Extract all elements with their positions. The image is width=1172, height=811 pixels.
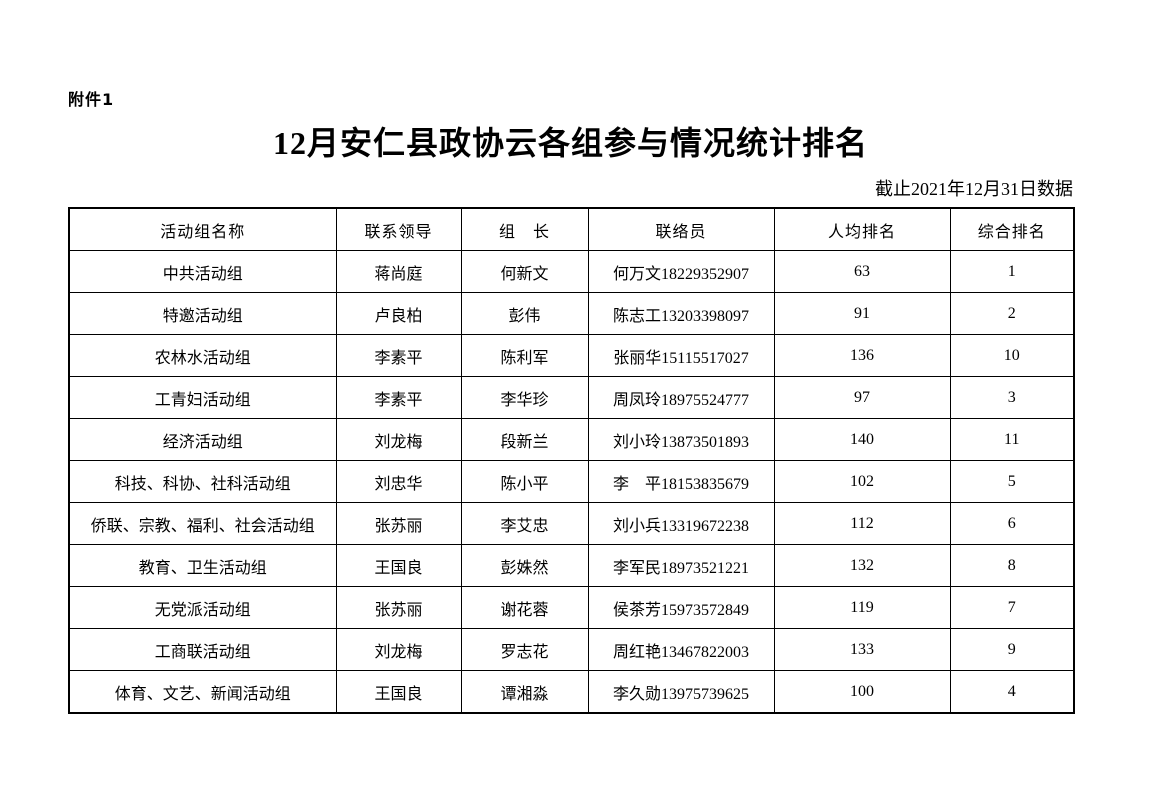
data-cutoff-note: 截止2021年12月31日数据	[875, 179, 1073, 199]
header-liaison: 联络员	[587, 207, 775, 251]
cell-overall-rank: 4	[949, 670, 1075, 714]
table-row: 教育、卫生活动组 王国良 彭姝然 李军民18973521221 132 8	[68, 544, 1075, 587]
cell-contact-leader: 李素平	[335, 376, 462, 419]
cell-group-name: 教育、卫生活动组	[68, 544, 337, 587]
header-overall-rank: 综合排名	[949, 207, 1075, 251]
cell-group-leader: 谢花蓉	[460, 586, 589, 629]
cell-per-capita-rank: 119	[773, 586, 951, 629]
header-per-capita-rank: 人均排名	[773, 207, 951, 251]
cell-per-capita-rank: 100	[773, 670, 951, 714]
page-title: 12月安仁县政协云各组参与情况统计排名	[272, 125, 868, 161]
table-row: 工商联活动组 刘龙梅 罗志花 周红艳13467822003 133 9	[68, 628, 1075, 671]
cell-contact-leader: 卢良柏	[335, 292, 462, 335]
cell-group-leader: 彭伟	[460, 292, 589, 335]
cell-group-leader: 何新文	[460, 250, 589, 293]
cell-per-capita-rank: 140	[773, 418, 951, 461]
cell-group-name: 侨联、宗教、福利、社会活动组	[68, 502, 337, 545]
cell-per-capita-rank: 91	[773, 292, 951, 335]
cell-liaison: 陈志工13203398097	[587, 292, 775, 335]
cell-group-leader: 李华珍	[460, 376, 589, 419]
cell-group-leader: 罗志花	[460, 628, 589, 671]
cell-per-capita-rank: 112	[773, 502, 951, 545]
cell-overall-rank: 8	[949, 544, 1075, 587]
cell-group-name: 科技、科协、社科活动组	[68, 460, 337, 503]
cell-liaison: 刘小玲13873501893	[587, 418, 775, 461]
cell-liaison: 李 平18153835679	[587, 460, 775, 503]
table-row: 工青妇活动组 李素平 李华珍 周凤玲18975524777 97 3	[68, 376, 1075, 419]
table-row: 经济活动组 刘龙梅 段新兰 刘小玲13873501893 140 11	[68, 418, 1075, 461]
cell-per-capita-rank: 97	[773, 376, 951, 419]
header-group-leader: 组 长	[460, 207, 589, 251]
table-row: 中共活动组 蒋尚庭 何新文 何万文18229352907 63 1	[68, 250, 1075, 293]
cell-per-capita-rank: 102	[773, 460, 951, 503]
cell-group-name: 中共活动组	[68, 250, 337, 293]
attachment-label: 附件1	[68, 90, 115, 109]
table-row: 无党派活动组 张苏丽 谢花蓉 侯茶芳15973572849 119 7	[68, 586, 1075, 629]
cell-contact-leader: 张苏丽	[335, 502, 462, 545]
cell-group-name: 无党派活动组	[68, 586, 337, 629]
cell-contact-leader: 刘龙梅	[335, 628, 462, 671]
cell-contact-leader: 李素平	[335, 334, 462, 377]
cell-overall-rank: 7	[949, 586, 1075, 629]
table-row: 科技、科协、社科活动组 刘忠华 陈小平李 平18153835679 102 5	[68, 460, 1075, 503]
cell-overall-rank: 6	[949, 502, 1075, 545]
cell-group-leader: 谭湘淼	[460, 670, 589, 714]
cell-group-name: 工商联活动组	[68, 628, 337, 671]
cell-group-leader: 段新兰	[460, 418, 589, 461]
cell-contact-leader: 张苏丽	[335, 586, 462, 629]
table-row: 侨联、宗教、福利、社会活动组 张苏丽 李艾忠 刘小兵13319672238 112 6	[68, 502, 1075, 545]
cell-per-capita-rank: 132	[773, 544, 951, 587]
cell-contact-leader: 蒋尚庭	[335, 250, 462, 293]
cell-overall-rank: 3	[949, 376, 1075, 419]
cell-per-capita-rank: 63	[773, 250, 951, 293]
cell-contact-leader: 刘忠华	[335, 460, 462, 503]
cell-contact-leader: 王国良	[335, 670, 462, 714]
table-row: 体育、文艺、新闻活动组 王国良 谭湘淼 李久勋13975739625 100 4	[68, 670, 1075, 714]
cell-group-name: 农林水活动组	[68, 334, 337, 377]
cell-overall-rank: 9	[949, 628, 1075, 671]
table-row: 特邀活动组 卢良柏 彭伟 陈志工13203398097 91 2	[68, 292, 1075, 335]
cell-group-leader: 李艾忠	[460, 502, 589, 545]
cell-group-name: 经济活动组	[68, 418, 337, 461]
cell-group-name: 工青妇活动组	[68, 376, 337, 419]
cell-group-name: 特邀活动组	[68, 292, 337, 335]
cell-overall-rank: 2	[949, 292, 1075, 335]
cell-liaison: 周红艳13467822003	[587, 628, 775, 671]
cell-liaison: 侯茶芳15973572849	[587, 586, 775, 629]
table-header-row: 活动组名称 联系领导 组 长 联络员 人均排名 综合排名	[68, 207, 1075, 251]
ranking-table: 活动组名称 联系领导 组 长 联络员 人均排名 综合排名 中共活动组 蒋尚庭 何新文…	[68, 207, 1075, 714]
cell-overall-rank: 5	[949, 460, 1075, 503]
cell-liaison: 何万文18229352907	[587, 250, 775, 293]
cell-liaison: 李久勋13975739625	[587, 670, 775, 714]
cell-liaison: 刘小兵13319672238	[587, 502, 775, 545]
table-body: 中共活动组 蒋尚庭 何新文 何万文18229352907 63 1 特邀活动组 卢良柏 彭伟 陈志…	[68, 250, 1075, 714]
table-row: 农林水活动组 李素平 陈利军 张丽华15115517027 136 10	[68, 334, 1075, 377]
cell-liaison: 李军民18973521221	[587, 544, 775, 587]
cell-overall-rank: 11	[949, 418, 1075, 461]
cell-group-name: 体育、文艺、新闻活动组	[68, 670, 337, 714]
cell-contact-leader: 刘龙梅	[335, 418, 462, 461]
cell-liaison: 周凤玲18975524777	[587, 376, 775, 419]
cell-group-leader: 陈小平	[460, 460, 589, 503]
cell-group-leader: 彭姝然	[460, 544, 589, 587]
cell-overall-rank: 1	[949, 250, 1075, 293]
cell-liaison: 张丽华15115517027	[587, 334, 775, 377]
cell-per-capita-rank: 136	[773, 334, 951, 377]
cell-group-leader: 陈利军	[460, 334, 589, 377]
cell-contact-leader: 王国良	[335, 544, 462, 587]
cell-overall-rank: 10	[949, 334, 1075, 377]
cell-per-capita-rank: 133	[773, 628, 951, 671]
header-group-name: 活动组名称	[68, 207, 337, 251]
header-contact-leader: 联系领导	[335, 207, 462, 251]
